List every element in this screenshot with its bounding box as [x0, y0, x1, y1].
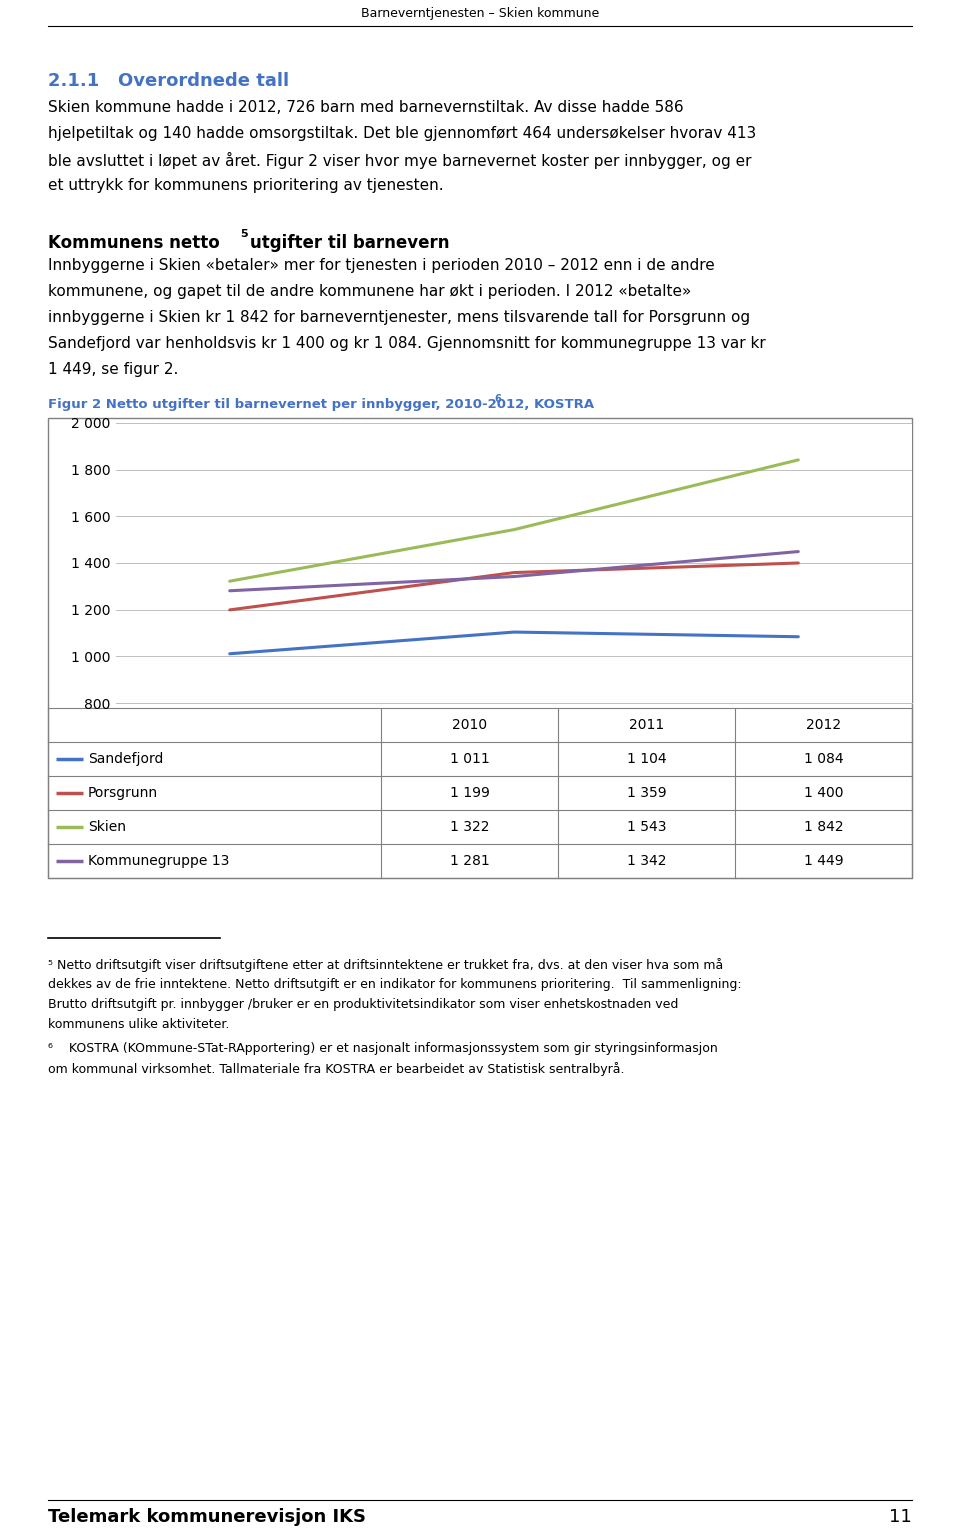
- Text: 2010: 2010: [452, 717, 487, 733]
- Text: 1 322: 1 322: [449, 820, 490, 834]
- Text: ⁵ Netto driftsutgift viser driftsutgiftene etter at driftsinntektene er trukket : ⁵ Netto driftsutgift viser driftsutgifte…: [48, 958, 723, 972]
- Text: 1 011: 1 011: [449, 753, 490, 766]
- Text: Porsgrunn: Porsgrunn: [88, 786, 158, 800]
- Text: Skien kommune hadde i 2012, 726 barn med barnevernstiltak. Av disse hadde 586: Skien kommune hadde i 2012, 726 barn med…: [48, 100, 684, 115]
- Text: hjelpetiltak og 140 hadde omsorgstiltak. Det ble gjennomført 464 undersøkelser h: hjelpetiltak og 140 hadde omsorgstiltak.…: [48, 126, 756, 141]
- Text: 6: 6: [494, 395, 501, 404]
- Text: 1 842: 1 842: [804, 820, 843, 834]
- Text: 1 281: 1 281: [449, 854, 490, 868]
- Text: Kommunens netto: Kommunens netto: [48, 233, 226, 252]
- Text: 1 449: 1 449: [804, 854, 843, 868]
- Text: 2.1.1   Overordnede tall: 2.1.1 Overordnede tall: [48, 72, 289, 91]
- Text: Telemark kommunerevisjon IKS: Telemark kommunerevisjon IKS: [48, 1508, 366, 1525]
- Text: ble avsluttet i løpet av året. Figur 2 viser hvor mye barnevernet koster per inn: ble avsluttet i løpet av året. Figur 2 v…: [48, 152, 752, 169]
- Text: 5: 5: [240, 229, 248, 240]
- Text: utgifter til barnevern: utgifter til barnevern: [250, 233, 449, 252]
- Text: Brutto driftsutgift pr. innbygger /bruker er en produktivitetsindikator som vise: Brutto driftsutgift pr. innbygger /bruke…: [48, 998, 679, 1011]
- Text: Sandefjord: Sandefjord: [88, 753, 163, 766]
- Bar: [48, 418, 912, 879]
- Text: Skien: Skien: [88, 820, 126, 834]
- Text: 1 400: 1 400: [804, 786, 843, 800]
- Text: 1 543: 1 543: [627, 820, 666, 834]
- Text: 1 199: 1 199: [449, 786, 490, 800]
- Text: Barneverntjenesten – Skien kommune: Barneverntjenesten – Skien kommune: [361, 6, 599, 20]
- Text: 1 359: 1 359: [627, 786, 666, 800]
- Text: et uttrykk for kommunens prioritering av tjenesten.: et uttrykk for kommunens prioritering av…: [48, 178, 444, 194]
- Text: 1 104: 1 104: [627, 753, 666, 766]
- Text: om kommunal virksomhet. Tallmateriale fra KOSTRA er bearbeidet av Statistisk sen: om kommunal virksomhet. Tallmateriale fr…: [48, 1061, 625, 1077]
- Text: Kommunegruppe 13: Kommunegruppe 13: [88, 854, 229, 868]
- Text: ⁶    KOSTRA (KOmmune-STat-RApportering) er et nasjonalt informasjonssystem som g: ⁶ KOSTRA (KOmmune-STat-RApportering) er …: [48, 1041, 718, 1055]
- Text: 1 342: 1 342: [627, 854, 666, 868]
- Text: Figur 2 Netto utgifter til barnevernet per innbygger, 2010-2012, KOSTRA: Figur 2 Netto utgifter til barnevernet p…: [48, 398, 594, 412]
- Text: 1 084: 1 084: [804, 753, 843, 766]
- Text: kommunene, og gapet til de andre kommunene har økt i perioden. I 2012 «betalte»: kommunene, og gapet til de andre kommune…: [48, 284, 691, 300]
- Text: 11: 11: [889, 1508, 912, 1525]
- Text: Sandefjord var henholdsvis kr 1 400 og kr 1 084. Gjennomsnitt for kommunegruppe : Sandefjord var henholdsvis kr 1 400 og k…: [48, 336, 766, 352]
- Text: 2012: 2012: [806, 717, 841, 733]
- Text: Innbyggerne i Skien «betaler» mer for tjenesten i perioden 2010 – 2012 enn i de : Innbyggerne i Skien «betaler» mer for tj…: [48, 258, 715, 273]
- Text: dekkes av de frie inntektene. Netto driftsutgift er en indikator for kommunens p: dekkes av de frie inntektene. Netto drif…: [48, 978, 742, 991]
- Text: kommunens ulike aktiviteter.: kommunens ulike aktiviteter.: [48, 1018, 229, 1031]
- Text: 1 449, se figur 2.: 1 449, se figur 2.: [48, 362, 179, 376]
- Text: 2011: 2011: [629, 717, 664, 733]
- Text: innbyggerne i Skien kr 1 842 for barneverntjenester, mens tilsvarende tall for P: innbyggerne i Skien kr 1 842 for barneve…: [48, 310, 750, 326]
